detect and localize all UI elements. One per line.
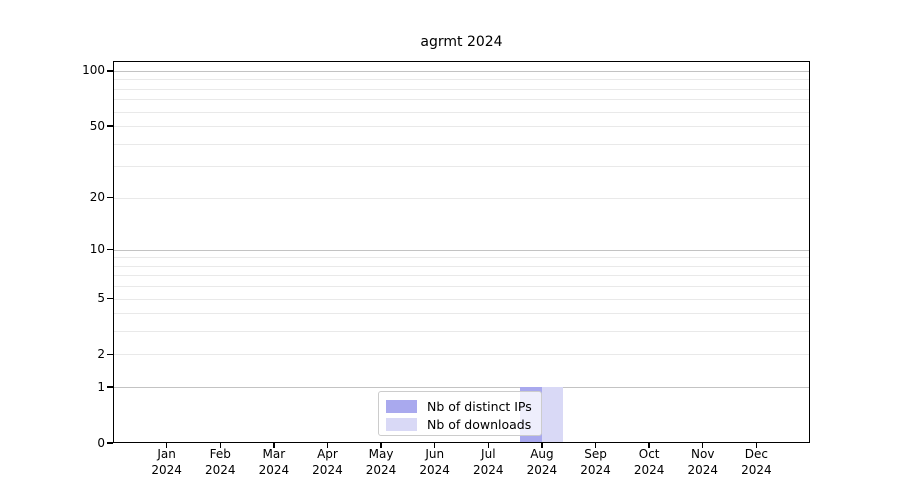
minor-gridline [113,313,810,315]
minor-gridline [113,88,810,90]
x-tick-mark [219,443,221,448]
x-tick-year: 2024 [473,462,504,477]
x-tick-mark [165,443,168,448]
x-tick-label: Mar 2024 [246,447,302,478]
y-tick-label: 10 [89,242,105,257]
x-tick-month: Apr [317,447,338,461]
x-tick-label: May 2024 [353,447,409,478]
legend-item-distinct-ips: Nb of distinct IPs [386,397,533,415]
plot-area [113,61,810,443]
y-tick-mark [106,442,113,444]
minor-gridline [113,143,810,145]
y-tick-label: 0 [97,435,105,450]
minor-gridline [113,166,810,168]
y-tick-mark [106,125,113,127]
x-tick-mark [648,443,650,448]
x-tick-label: Sep 2024 [568,447,624,478]
x-tick-month: Jan [157,447,176,461]
minor-gridline [113,111,810,113]
x-tick-mark [487,443,489,448]
y-tick-label: 100 [82,63,105,78]
legend-label-downloads: Nb of downloads [427,416,532,432]
x-tick-month: Oct [638,447,660,461]
legend-label-distinct-ips: Nb of distinct IPs [427,398,532,414]
minor-gridline [113,354,810,356]
y-tick-mark [106,386,113,388]
y-tick-mark [106,70,113,72]
minor-gridline [113,79,810,81]
y-tick-label: 50 [89,118,105,133]
y-tick-mark [106,353,113,356]
x-tick-year: 2024 [258,462,290,477]
bar-downloads [541,387,564,443]
x-tick-month: Dec [744,447,768,461]
x-tick-year: 2024 [580,462,611,477]
x-tick-mark [702,443,704,448]
x-tick-year: 2024 [365,462,397,477]
x-tick-mark [433,443,436,448]
x-tick-month: Jul [481,447,496,461]
minor-gridline [113,265,810,267]
y-tick-label: 1 [97,379,105,394]
y-tick-label: 2 [97,346,105,361]
x-tick-year: 2024 [419,462,450,477]
x-tick-month: Nov [691,447,715,461]
x-tick-mark [755,443,758,448]
x-tick-label: Nov 2024 [675,447,731,478]
x-tick-label: Jul 2024 [460,447,516,478]
major-gridline [113,70,810,72]
x-tick-year: 2024 [687,462,719,477]
minor-gridline [113,99,810,101]
major-gridline [113,249,810,251]
y-tick-label: 5 [97,291,105,306]
minor-gridline [113,298,810,300]
x-tick-label: Aug 2024 [514,447,570,478]
x-tick-mark [326,443,329,448]
legend-swatch-downloads-icon [386,417,417,431]
minor-gridline [113,197,810,199]
x-tick-month: Mar [262,447,286,461]
major-gridline [113,387,810,389]
x-tick-mark [273,443,275,448]
x-tick-mark [541,443,543,448]
x-tick-year: 2024 [204,462,236,477]
y-tick-mark [106,249,113,251]
x-tick-label: Oct 2024 [621,447,677,478]
y-tick-label: 20 [89,190,105,205]
x-tick-year: 2024 [633,462,665,477]
x-tick-year: 2024 [741,462,772,477]
x-tick-mark [380,443,382,448]
x-tick-label: Jan 2024 [139,447,195,478]
x-tick-label: Jun 2024 [407,447,463,478]
legend: Nb of distinct IPs Nb of downloads [378,391,542,436]
minor-gridline [113,331,810,333]
y-tick-mark [106,196,113,199]
minor-gridline [113,286,810,288]
minor-gridline [113,257,810,259]
x-tick-month: May [368,447,394,461]
x-tick-label: Feb 2024 [192,447,248,478]
minor-gridline [113,275,810,277]
x-tick-year: 2024 [151,462,182,477]
x-tick-year: 2024 [526,462,558,477]
x-tick-year: 2024 [312,462,343,477]
y-tick-mark [106,297,113,300]
x-tick-month: Jun [425,447,445,461]
x-tick-mark [594,443,597,448]
legend-swatch-distinct-ips-icon [386,399,417,413]
x-tick-label: Apr 2024 [299,447,355,478]
legend-item-downloads: Nb of downloads [386,415,533,433]
x-tick-month: Feb [209,447,231,461]
x-tick-month: Aug [530,447,554,461]
x-tick-label: Dec 2024 [728,447,784,478]
x-tick-month: Sep [584,447,607,461]
minor-gridline [113,126,810,128]
chart-title: agrmt 2024 [420,34,503,50]
